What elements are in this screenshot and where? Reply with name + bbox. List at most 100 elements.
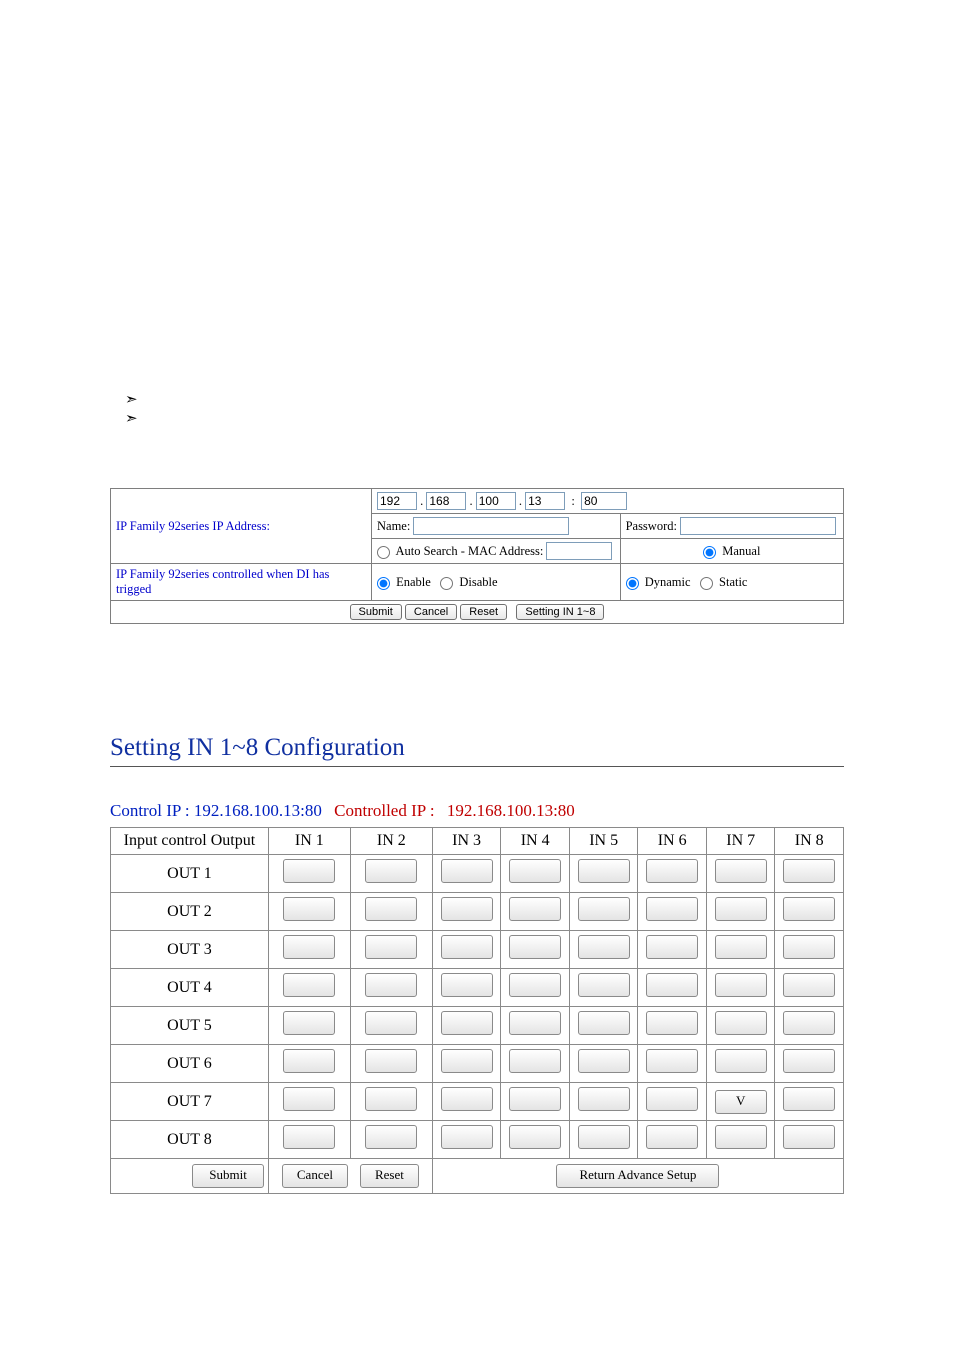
io-cell-button[interactable] xyxy=(509,935,561,959)
io-cell-button[interactable] xyxy=(783,1011,835,1035)
io-cell-button[interactable] xyxy=(715,1011,767,1035)
io-cell-button[interactable] xyxy=(509,859,561,883)
io-cell-button[interactable] xyxy=(646,1125,698,1149)
name-input[interactable] xyxy=(413,517,569,535)
ip-octet-4[interactable] xyxy=(525,492,565,510)
io-cell-button[interactable] xyxy=(283,935,335,959)
io-reset-button[interactable]: Reset xyxy=(360,1164,419,1188)
io-cell-button[interactable] xyxy=(646,897,698,921)
io-cell xyxy=(775,893,844,931)
io-cell-button[interactable] xyxy=(365,1087,417,1111)
enable-radio[interactable] xyxy=(377,577,390,590)
io-corner-header: Input control Output xyxy=(111,828,269,855)
io-cell-button[interactable] xyxy=(441,973,493,997)
io-cell-button[interactable] xyxy=(578,859,630,883)
manual-radio[interactable] xyxy=(703,546,716,559)
io-cell-button[interactable] xyxy=(646,859,698,883)
io-cell-button[interactable] xyxy=(365,897,417,921)
io-cell-button[interactable] xyxy=(365,935,417,959)
io-cell-button[interactable] xyxy=(783,1087,835,1111)
io-cell-button[interactable] xyxy=(783,935,835,959)
io-cell-button[interactable] xyxy=(283,1125,335,1149)
io-cell-button[interactable] xyxy=(283,897,335,921)
io-cell-button[interactable]: V xyxy=(715,1090,767,1114)
io-cell-button[interactable] xyxy=(783,859,835,883)
io-cell-button[interactable] xyxy=(578,1049,630,1073)
io-cell-button[interactable] xyxy=(283,1011,335,1035)
io-cell-button[interactable] xyxy=(441,935,493,959)
io-return-button[interactable]: Return Advance Setup xyxy=(556,1164,719,1188)
io-cell-button[interactable] xyxy=(509,1087,561,1111)
io-cell xyxy=(350,893,432,931)
io-cell-button[interactable] xyxy=(783,973,835,997)
io-cell-button[interactable] xyxy=(715,1125,767,1149)
ip-port[interactable] xyxy=(581,492,627,510)
io-cell-button[interactable] xyxy=(365,973,417,997)
io-cell-button[interactable] xyxy=(509,1011,561,1035)
io-cell-button[interactable] xyxy=(783,1049,835,1073)
ip-octet-1[interactable] xyxy=(377,492,417,510)
io-cell-button[interactable] xyxy=(715,897,767,921)
io-cell-button[interactable] xyxy=(783,897,835,921)
io-cell-button[interactable] xyxy=(578,1011,630,1035)
dynamic-radio[interactable] xyxy=(626,577,639,590)
io-cell-button[interactable] xyxy=(441,1049,493,1073)
io-cell-button[interactable] xyxy=(646,1049,698,1073)
io-cell-button[interactable] xyxy=(441,897,493,921)
setting-in-button[interactable]: Setting IN 1~8 xyxy=(516,604,604,620)
io-cell-button[interactable] xyxy=(509,1125,561,1149)
io-cell-button[interactable] xyxy=(578,1125,630,1149)
io-cancel-button[interactable]: Cancel xyxy=(282,1164,348,1188)
password-input[interactable] xyxy=(680,517,836,535)
io-cell-button[interactable] xyxy=(715,973,767,997)
io-cell-button[interactable] xyxy=(283,1087,335,1111)
io-cell-button[interactable] xyxy=(365,859,417,883)
io-cell-button[interactable] xyxy=(509,1049,561,1073)
io-cell xyxy=(638,1045,707,1083)
submit-button[interactable]: Submit xyxy=(350,604,402,620)
io-cell xyxy=(569,1045,638,1083)
disable-radio[interactable] xyxy=(440,577,453,590)
io-cell-button[interactable] xyxy=(441,1125,493,1149)
io-cell-button[interactable] xyxy=(715,935,767,959)
static-radio[interactable] xyxy=(700,577,713,590)
io-cell-button[interactable] xyxy=(578,1087,630,1111)
io-cell-button[interactable] xyxy=(715,859,767,883)
io-cell-button[interactable] xyxy=(365,1049,417,1073)
io-cell-button[interactable] xyxy=(578,897,630,921)
io-cell-button[interactable] xyxy=(646,935,698,959)
io-cell-button[interactable] xyxy=(646,1011,698,1035)
mac-address-input[interactable] xyxy=(546,542,612,560)
io-cell-button[interactable] xyxy=(283,859,335,883)
io-cell-button[interactable] xyxy=(715,1049,767,1073)
reset-button[interactable]: Reset xyxy=(460,604,507,620)
io-cell-button[interactable] xyxy=(283,1049,335,1073)
io-cell xyxy=(569,1007,638,1045)
io-cell-button[interactable] xyxy=(783,1125,835,1149)
io-cell-button[interactable] xyxy=(365,1125,417,1149)
io-cell xyxy=(775,855,844,893)
io-submit-button[interactable]: Submit xyxy=(192,1164,264,1188)
cancel-button[interactable]: Cancel xyxy=(405,604,457,620)
io-cell-button[interactable] xyxy=(578,973,630,997)
io-cell xyxy=(569,931,638,969)
io-cell-button[interactable] xyxy=(578,935,630,959)
manual-cell: Manual xyxy=(620,539,843,564)
io-cell-button[interactable] xyxy=(283,973,335,997)
control-ip-value: 192.168.100.13:80 xyxy=(194,801,322,820)
io-cell-button[interactable] xyxy=(441,1087,493,1111)
io-cell-button[interactable] xyxy=(646,973,698,997)
io-cell-button[interactable] xyxy=(441,859,493,883)
io-cell-button[interactable] xyxy=(509,973,561,997)
io-cell-button[interactable] xyxy=(441,1011,493,1035)
out-label: OUT 6 xyxy=(111,1045,269,1083)
io-cell-button[interactable] xyxy=(509,897,561,921)
ip-octet-3[interactable] xyxy=(476,492,516,510)
io-cell-button[interactable] xyxy=(646,1087,698,1111)
out-label: OUT 1 xyxy=(111,855,269,893)
ip-octet-2[interactable] xyxy=(426,492,466,510)
in-header: IN 2 xyxy=(350,828,432,855)
io-cell-button[interactable] xyxy=(365,1011,417,1035)
auto-search-radio[interactable] xyxy=(377,546,390,559)
disable-label: Disable xyxy=(459,575,497,589)
